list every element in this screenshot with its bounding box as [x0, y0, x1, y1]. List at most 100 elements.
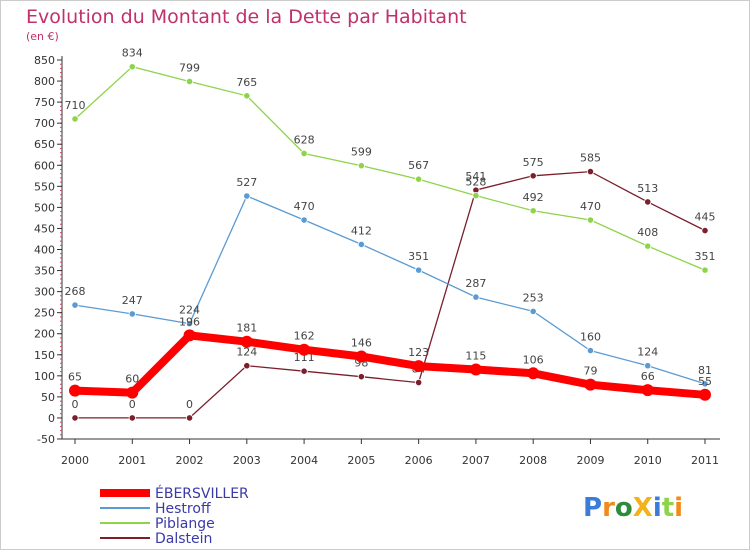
data-label: 799 [179, 61, 200, 74]
data-point [529, 207, 537, 215]
y-tick-label: 200 [34, 328, 55, 341]
data-point [243, 92, 251, 100]
data-label: 196 [179, 315, 200, 328]
data-label: 146 [351, 336, 372, 349]
data-point [644, 362, 652, 370]
data-point [701, 226, 709, 235]
x-tick-label: 2010 [634, 454, 662, 467]
data-label: 81 [698, 364, 712, 377]
series-line-hestroff [74, 195, 706, 385]
data-label: 628 [294, 133, 315, 146]
y-tick-label: 700 [34, 117, 55, 130]
y-tick-label: 550 [34, 180, 55, 193]
x-tick-label: 2004 [290, 454, 318, 467]
y-tick-label: 0 [48, 412, 55, 425]
y-tick-label: 100 [34, 370, 55, 383]
data-point [185, 414, 194, 422]
data-point [701, 380, 709, 388]
series-line-dalstein [75, 170, 706, 419]
logo-letter: i [653, 493, 662, 523]
data-point [584, 378, 597, 391]
data-label: 0 [129, 398, 136, 411]
x-tick-label: 2001 [118, 454, 146, 467]
series-line--bersviller [71, 331, 709, 399]
logo-text: ProXiti [583, 493, 683, 523]
data-point [412, 360, 425, 373]
legend-label-dalstein: Dalstein [155, 531, 212, 547]
data-label: 408 [637, 226, 658, 239]
data-label: 60 [125, 373, 139, 386]
data-label: 513 [637, 182, 658, 195]
data-label: 181 [236, 322, 257, 335]
data-point [71, 301, 79, 309]
data-label: 253 [523, 291, 544, 304]
data-label: 162 [294, 330, 315, 343]
data-point [357, 240, 365, 249]
chart-subtitle: (en €) [26, 30, 59, 43]
data-label: 247 [122, 294, 143, 307]
y-tick-label: 300 [34, 286, 55, 299]
y-tick-label: 750 [34, 96, 55, 109]
data-label: 111 [294, 351, 315, 364]
data-point [641, 384, 654, 397]
plot-area: 0001241119884541575585513445710834799765… [65, 47, 716, 422]
chart-title: Evolution du Montant de la Dette par Hab… [26, 6, 467, 28]
data-point [355, 350, 368, 363]
data-point [529, 172, 537, 180]
y-tick-label: 150 [34, 349, 55, 362]
x-tick-label: 2009 [576, 454, 604, 467]
data-label: 224 [179, 304, 200, 317]
data-point [185, 320, 194, 328]
data-point [357, 162, 365, 170]
logo-letter: i [674, 493, 683, 523]
data-label: 0 [72, 398, 79, 411]
series-dalstein: 0001241119884541575585513445 [71, 152, 716, 422]
data-point [71, 414, 79, 422]
data-label: 599 [351, 146, 372, 159]
data-point [527, 367, 540, 380]
series-line-piblange [74, 65, 706, 271]
data-point [128, 310, 136, 318]
data-point [243, 192, 251, 200]
data-point [69, 384, 81, 397]
data-label: 567 [408, 159, 429, 172]
data-label: 834 [122, 47, 143, 60]
data-point [300, 367, 308, 375]
y-tick-label: 250 [34, 307, 55, 320]
data-point [529, 307, 537, 316]
data-label: 0 [186, 398, 193, 411]
x-tick-label: 2000 [61, 454, 89, 467]
data-label: 528 [465, 176, 486, 189]
data-label: 106 [523, 353, 544, 366]
data-point [415, 378, 423, 387]
data-point [128, 414, 136, 422]
data-label: 287 [465, 277, 486, 290]
data-label: 66 [641, 370, 655, 383]
x-tick-label: 2007 [462, 454, 490, 467]
data-label: 65 [68, 371, 82, 384]
data-point [472, 293, 480, 301]
data-label: 492 [523, 191, 544, 204]
series--bersviller: 65 60 196 181 162 146 123 115 106 79 66 55 [68, 315, 712, 401]
logo-letter: t [662, 493, 674, 523]
x-tick-label: 2002 [176, 454, 204, 467]
data-label: 470 [580, 200, 601, 213]
data-point [701, 266, 709, 274]
data-label: 765 [236, 76, 257, 89]
data-point [243, 362, 251, 370]
data-point [469, 363, 482, 376]
series-piblange: 710 834 799 765 628 599 567 528 492 470 408 351 [65, 47, 716, 274]
y-tick-label: 400 [34, 244, 55, 257]
data-point [300, 149, 308, 158]
data-point [128, 63, 136, 71]
legend-label-piblange: Piblange [155, 516, 215, 532]
data-label: 79 [583, 365, 597, 378]
data-point [240, 335, 253, 348]
data-point [415, 266, 423, 274]
proxiti-logo: ProXiti [583, 493, 683, 523]
data-label: 124 [236, 346, 257, 359]
data-point [586, 167, 595, 176]
